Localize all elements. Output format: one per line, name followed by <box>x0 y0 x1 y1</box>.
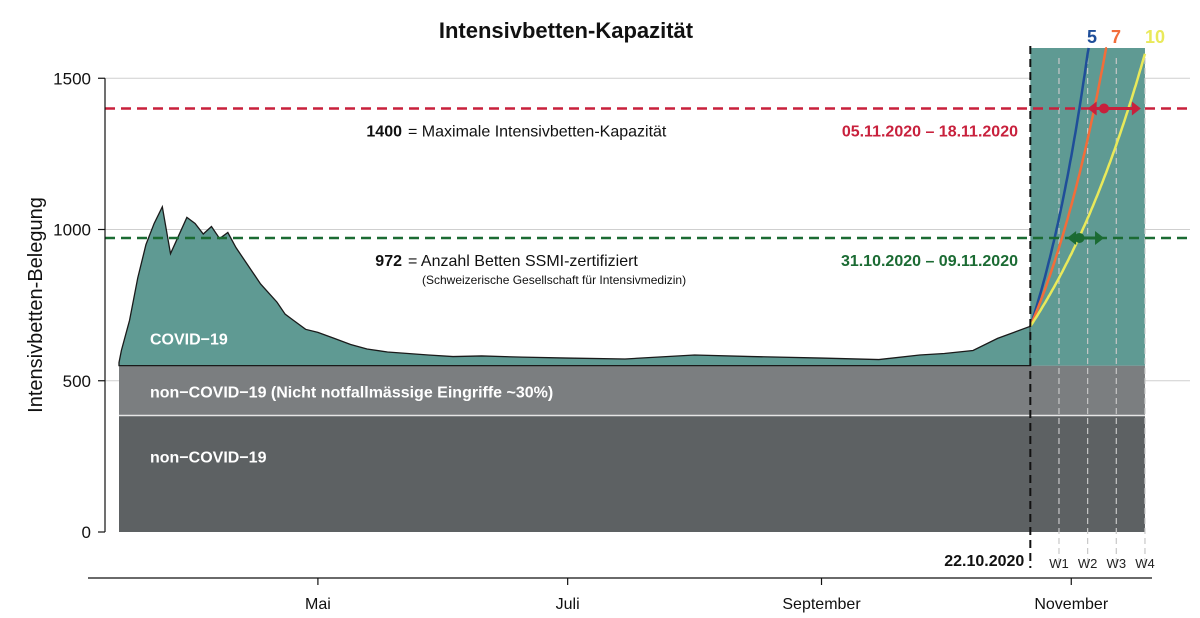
range-mid-dot-1400 <box>1099 103 1110 114</box>
scenario-label-10: 10 <box>1145 27 1165 47</box>
x-tick-label-Mai: Mai <box>305 596 331 613</box>
layer-labels: COVID−19 non−COVID−19 (Nicht notfallmässi… <box>150 331 553 466</box>
threshold-text-1400: = Maximale Intensivbetten-Kapazität <box>408 124 667 141</box>
band-1 <box>119 365 1145 416</box>
y-tick-label-1500: 1500 <box>53 69 91 88</box>
threshold-text-972: = Anzahl Betten SSMI-zertifiziert <box>408 253 638 270</box>
layer-label-0: COVID−19 <box>150 331 228 348</box>
y-tick-label-1000: 1000 <box>53 221 91 240</box>
layer-label-2: non−COVID−19 <box>150 449 267 466</box>
week-markers: W1 W2 W3 W4 <box>1049 58 1155 571</box>
projection-start-label: 22.10.2020 <box>944 553 1024 570</box>
range-mid-dot-972 <box>1074 232 1085 243</box>
threshold-date-range-1400: 05.11.2020 – 18.11.2020 <box>842 124 1018 141</box>
y-axis-label: Intensivbetten-Belegung <box>25 197 47 413</box>
y-tick-label-500: 500 <box>63 372 91 391</box>
threshold-value-972: 972 <box>375 253 402 270</box>
layer-label-1: non−COVID−19 (Nicht notfallmässige Eingr… <box>150 384 553 401</box>
week-label-W4: W4 <box>1135 556 1155 571</box>
scenario-labels: 5 7 10 <box>1087 27 1165 47</box>
range-arrow-left-972 <box>1067 230 1077 245</box>
range-arrow-left-1400 <box>1087 101 1097 116</box>
band-2 <box>119 415 1145 532</box>
range-arrow-right-1400 <box>1131 101 1141 116</box>
scenario-curve-10 <box>1029 53 1147 327</box>
scenario-label-7: 7 <box>1111 27 1121 47</box>
week-label-W3: W3 <box>1107 556 1127 571</box>
x-tick-label-Juli: Juli <box>556 596 580 613</box>
scenario-label-5: 5 <box>1087 27 1097 47</box>
week-label-W2: W2 <box>1078 556 1098 571</box>
x-tick-label-November: November <box>1034 596 1108 613</box>
x-axis: Mai Juli September November <box>88 577 1152 613</box>
week-label-W1: W1 <box>1049 556 1069 571</box>
x-tick-label-September: September <box>782 596 861 613</box>
threshold-date-range-972: 31.10.2020 – 09.11.2020 <box>841 253 1018 270</box>
threshold-subtext-972: (Schweizerische Gesellschaft für Intensi… <box>422 273 686 287</box>
thresholds: 1400 = Maximale Intensivbetten-Kapazität 0… <box>105 101 1190 287</box>
threshold-value-1400: 1400 <box>366 124 402 141</box>
chart-title: Intensivbetten-Kapazität <box>439 18 694 43</box>
range-arrow-right-972 <box>1095 230 1105 245</box>
y-tick-label-0: 0 <box>82 523 91 542</box>
y-axis: 0 500 1000 1500 <box>53 69 106 542</box>
covid-area <box>118 204 1031 367</box>
projection-area <box>1030 48 1145 366</box>
scenario-curve-5 <box>1029 47 1090 327</box>
stack-bands <box>119 365 1145 532</box>
